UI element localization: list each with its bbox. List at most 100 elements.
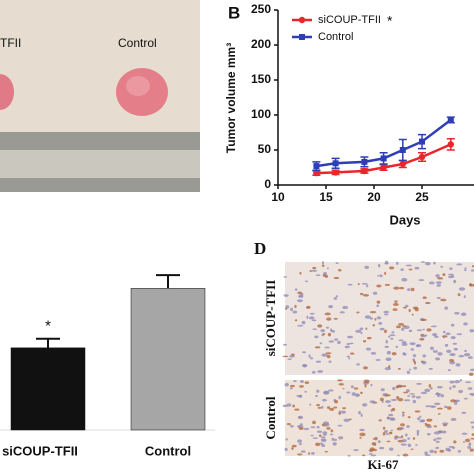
cell [461,411,467,414]
cell [449,386,452,390]
data-point [313,163,320,170]
data-point [332,169,339,176]
cell [379,397,384,402]
cell [422,354,427,358]
cell [310,269,318,272]
data-point [399,147,406,153]
x-tick-label: 15 [319,190,333,204]
cell [420,318,428,321]
cell [412,354,417,358]
cell [456,263,463,266]
cell [397,436,404,439]
cell [326,406,331,409]
cell [330,433,334,436]
cell [408,329,413,333]
cell [433,438,437,442]
cell [402,385,407,388]
cell [286,403,292,407]
cell [383,329,387,334]
cell [359,428,365,432]
cell [452,342,458,345]
cell [332,442,337,446]
cell [444,306,448,310]
cell [338,383,344,386]
cell [359,432,366,437]
cell [309,312,315,315]
cell [329,407,335,411]
cell [449,267,453,270]
cell [302,351,306,354]
cell [470,421,474,424]
cell [322,431,328,435]
cell [445,447,450,452]
cell [349,342,354,345]
cell [463,269,467,272]
cell [384,262,389,265]
cell [302,364,307,368]
cell [335,295,339,298]
cell [391,352,397,356]
cell [401,413,405,417]
data-point [313,169,320,177]
y-tick-label: 50 [258,142,272,156]
cell [284,447,288,451]
cell [414,410,421,413]
cell [400,423,405,427]
cell [369,400,376,404]
cell [398,427,405,430]
cell [422,328,425,331]
cell [316,430,323,433]
cell [386,416,391,420]
cell [463,353,471,357]
cell [403,399,411,402]
cell [388,266,395,270]
cell [297,299,303,303]
y-tick-label: 100 [251,107,271,121]
cell [398,286,405,290]
cell [468,372,474,377]
cell [303,427,310,431]
cell [463,322,468,326]
cell [460,312,467,317]
cell [406,370,411,374]
cell [315,442,321,447]
cell [416,429,420,434]
cell [333,317,338,320]
cell [337,340,341,345]
cell [293,380,297,383]
cell [299,271,302,275]
cell [326,317,332,321]
cell [298,427,304,430]
cell [409,342,416,346]
cell [314,335,319,339]
cell [408,268,413,271]
cell [448,445,455,448]
cell [426,328,432,332]
cell [283,294,289,297]
cell [382,432,386,436]
cell [428,367,433,370]
cell [424,451,428,455]
cell [390,417,395,420]
cell [469,448,474,452]
x-tick-label: Control [145,443,191,458]
cell [464,349,467,352]
cell [321,261,325,265]
data-point [332,160,339,167]
cell [362,403,368,407]
cell [346,391,351,394]
cell [366,284,369,288]
cell [443,330,446,334]
cell [434,450,437,454]
data-point [380,164,387,171]
cell [372,448,377,452]
cell [385,357,392,361]
cell [400,443,407,446]
cell [343,418,350,423]
cell [320,436,326,439]
cell [408,368,412,371]
cell [310,434,314,437]
cell [410,287,415,292]
cell [369,310,377,314]
